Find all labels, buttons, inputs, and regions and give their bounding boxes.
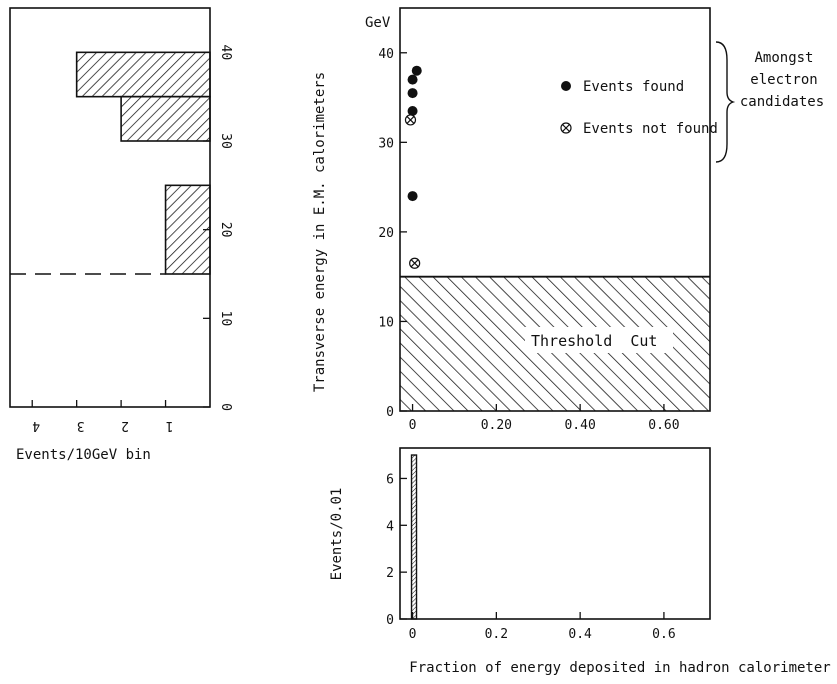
scatter-x-tick-label-2: 0.40 — [564, 418, 595, 433]
bottom-y-tick-label-1: 2 — [386, 566, 394, 581]
left-y-tick-label-0: 0 — [218, 403, 233, 411]
legend-marker-events-found — [561, 81, 571, 91]
bottom-x-tick-label-3: 0.6 — [652, 627, 675, 642]
legend-group-label-line-3: candidates — [740, 94, 824, 110]
left-y-tick-label-2: 20 — [218, 222, 233, 238]
threshold-label-background — [525, 327, 673, 353]
left-bin-2 — [75, 51, 211, 98]
scatter-x-ticks: 0 0.20 0.40 0.60 — [409, 404, 680, 433]
scatter-plot-frame — [399, 7, 711, 412]
point-events-found-0 — [411, 65, 422, 76]
left-bin-0 — [164, 184, 211, 275]
left-y-tick-label-1: 10 — [218, 311, 233, 327]
point-events-found-1 — [407, 74, 418, 85]
scatter-y-axis-label: Transverse energy in E.M. calorimeters — [312, 72, 328, 392]
bottom-y-tick-label-2: 4 — [386, 519, 394, 534]
bottom-y-ticks: 0 2 4 6 — [386, 472, 407, 628]
bottom-plot-frame — [399, 447, 711, 620]
left-y-tick-label-4: 40 — [218, 45, 233, 61]
bottom-bin-0 — [410, 454, 418, 620]
scatter-panel: Threshold Cut 0 10 20 30 40 0 0.20 0.40 0.60 Ge… — [312, 7, 824, 433]
left-x-axis-label: Events/10GeV bin — [16, 447, 151, 463]
legend-group-label-line-1: Amongst — [754, 50, 813, 66]
legend-label-events-not-found: Events not found — [583, 121, 718, 137]
bottom-histogram-panel: 0 2 4 6 0 0.2 0.4 0.6 Events/0.01 Fraction of … — [329, 447, 831, 676]
left-histogram-panel: 4 3 2 1 0 10 20 30 40 Events/10GeV bin — [9, 7, 233, 463]
bottom-x-tick-label-2: 0.4 — [568, 627, 592, 642]
bottom-x-axis-label: Fraction of energy deposited in hadron c… — [409, 660, 830, 676]
left-bin-1 — [120, 95, 211, 142]
scatter-x-tick-label-1: 0.20 — [481, 418, 512, 433]
point-events-found-3 — [407, 105, 418, 116]
bottom-y-axis-label: Events/0.01 — [329, 488, 345, 581]
point-events-not-found-1 — [409, 257, 421, 269]
scatter-y-unit: GeV — [365, 15, 391, 31]
scatter-points — [404, 65, 422, 269]
bottom-x-tick-label-0: 0 — [409, 627, 417, 642]
scatter-x-tick-label-3: 0.60 — [648, 418, 679, 433]
scatter-y-tick-label-0: 0 — [386, 405, 394, 420]
point-events-found-4 — [407, 191, 418, 202]
scatter-y-tick-label-4: 40 — [378, 47, 394, 62]
legend-label-events-found: Events found — [583, 79, 684, 95]
legend-marker-events-not-found — [560, 122, 572, 134]
bottom-y-tick-label-0: 0 — [386, 613, 394, 628]
left-y-ticks: 0 10 20 30 40 — [203, 45, 233, 411]
threshold-cut-label: Threshold Cut — [531, 332, 657, 350]
scatter-x-tick-label-0: 0 — [409, 418, 417, 433]
left-y-tick-label-3: 30 — [218, 133, 233, 149]
bottom-y-tick-label-3: 6 — [386, 472, 394, 487]
legend-group-label-line-2: electron — [750, 72, 817, 88]
legend: Events found Events not found Amongst el… — [560, 41, 824, 163]
scatter-y-tick-label-3: 30 — [378, 136, 394, 151]
point-events-found-2 — [407, 88, 418, 99]
legend-brace — [715, 41, 736, 163]
scatter-y-tick-label-1: 10 — [378, 315, 394, 330]
bottom-x-tick-label-1: 0.2 — [485, 627, 508, 642]
point-events-not-found-0 — [404, 114, 417, 126]
scatter-y-tick-label-2: 20 — [378, 226, 394, 241]
left-x-tick-label-1: 3 — [77, 418, 85, 433]
left-histogram-bins — [75, 51, 211, 275]
left-x-tick-label-3: 1 — [166, 418, 174, 433]
bottom-histogram-bins — [410, 454, 418, 620]
scatter-y-ticks: 0 10 20 30 40 — [378, 47, 407, 420]
left-x-ticks: 4 3 2 1 — [31, 400, 174, 433]
bottom-x-ticks: 0 0.2 0.4 0.6 — [409, 612, 676, 642]
left-x-tick-label-0: 4 — [32, 418, 40, 433]
left-x-tick-label-2: 2 — [121, 418, 129, 433]
